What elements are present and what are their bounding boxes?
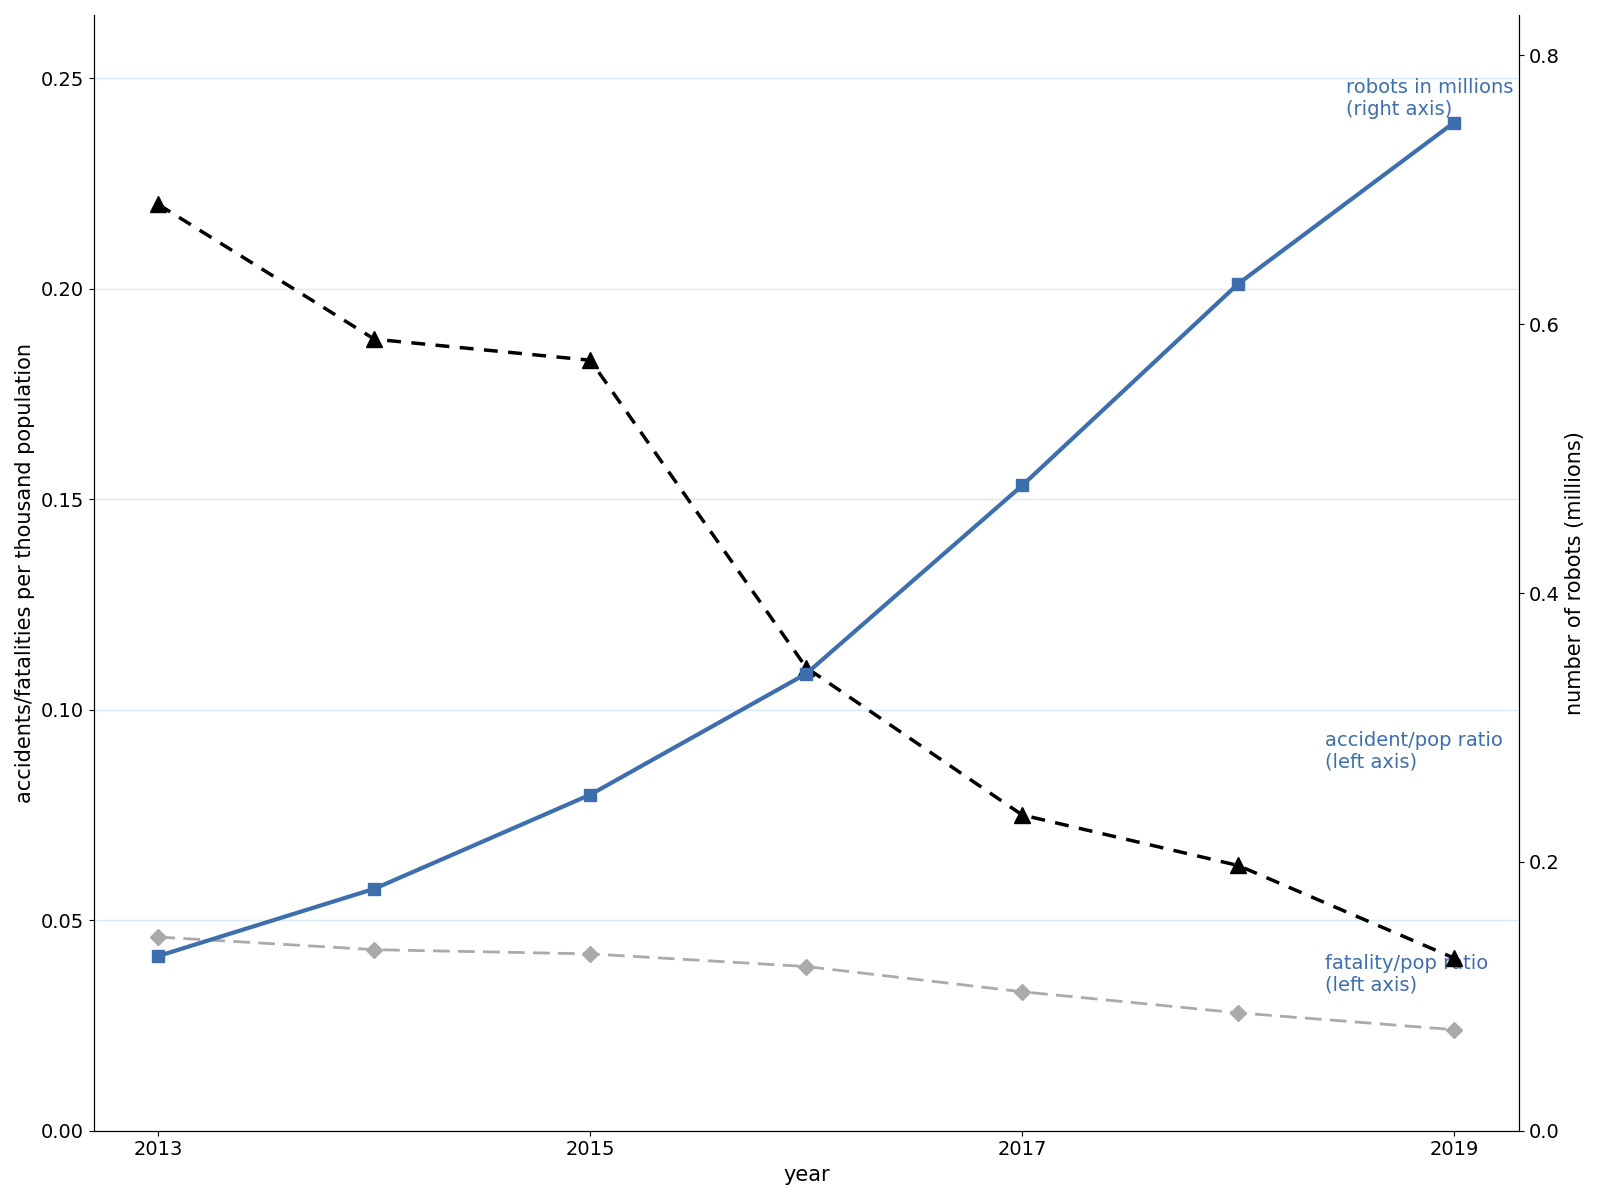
Y-axis label: accidents/fatalities per thousand population: accidents/fatalities per thousand popula…	[14, 343, 35, 803]
Text: fatality/pop ratio
(left axis): fatality/pop ratio (left axis)	[1325, 954, 1488, 995]
Text: robots in millions
(right axis): robots in millions (right axis)	[1346, 78, 1514, 119]
X-axis label: year: year	[782, 1165, 829, 1184]
Text: accident/pop ratio
(left axis): accident/pop ratio (left axis)	[1325, 731, 1502, 772]
Y-axis label: number of robots (millions): number of robots (millions)	[1565, 431, 1586, 715]
